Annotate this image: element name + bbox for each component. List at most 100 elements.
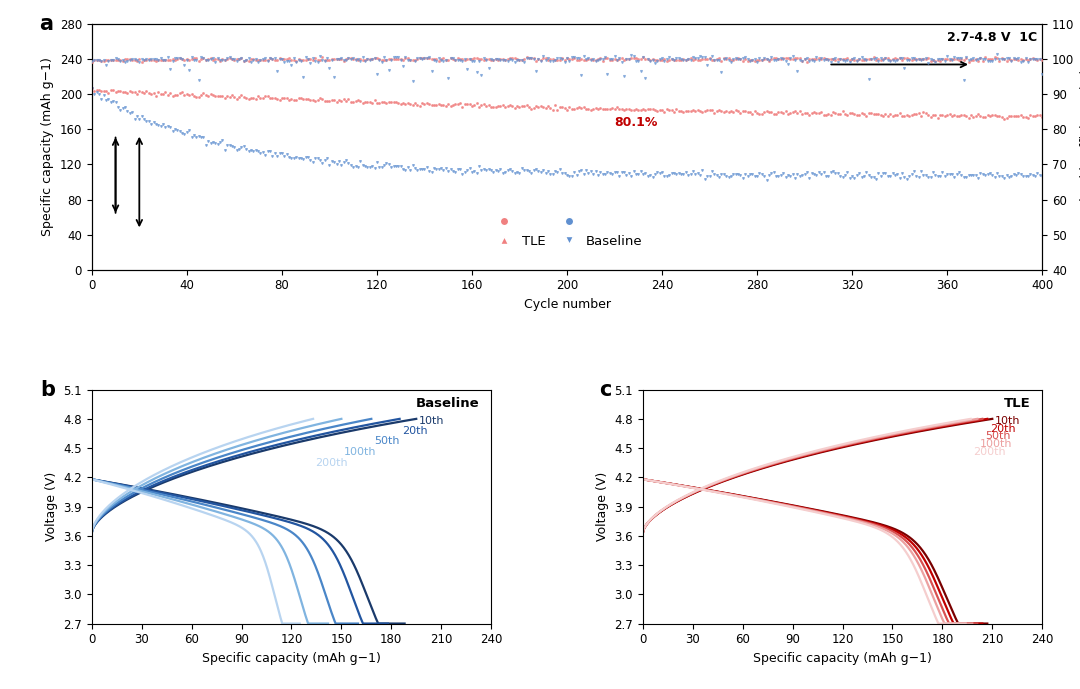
Point [150,55,167,66]
Point [642,56,659,67]
Point [278,56,295,67]
Point [889,54,906,65]
Point [936,170,954,181]
Point [471,161,488,172]
Point [162,54,179,65]
Point [147,55,164,66]
Point [442,101,459,112]
Point [901,110,918,121]
Point [370,54,388,65]
Point [384,52,402,63]
Point [634,169,651,180]
Point [451,98,469,109]
Point [734,56,752,67]
Point [737,52,754,63]
Point [744,109,761,120]
Point [717,105,734,116]
Point [245,54,262,65]
Point [428,164,445,175]
Point [883,110,901,121]
Point [670,167,687,178]
Point [226,141,243,152]
Point [794,56,811,67]
Point [596,168,613,179]
Point [929,53,946,64]
Point [356,54,374,65]
Point [554,53,571,64]
Point [934,110,951,121]
Point [145,88,162,99]
Point [257,54,274,65]
Point [756,54,773,65]
Point [537,103,554,114]
Point [373,162,390,173]
Point [768,170,785,181]
Point [941,109,958,120]
Point [575,54,592,65]
Point [723,171,740,182]
Point [836,169,853,181]
Point [982,54,999,65]
Point [465,99,483,110]
Point [194,53,212,64]
Point [608,54,625,65]
Point [370,54,388,65]
Point [616,105,633,116]
Point [758,175,775,186]
Point [194,52,212,63]
Point [356,56,374,67]
Point [881,54,899,65]
Point [732,54,750,65]
Point [174,87,191,98]
Point [414,53,431,64]
Point [388,54,405,65]
Point [356,96,374,107]
Point [899,53,916,64]
Point [751,54,768,65]
Point [242,144,259,155]
Point [305,52,322,63]
Point [261,52,279,63]
Point [943,169,960,180]
Point [590,53,607,64]
Point [592,54,609,65]
Point [103,55,120,66]
Point [792,52,809,63]
Point [679,53,697,64]
Point [485,54,502,65]
Point [214,91,231,102]
Point [143,89,160,100]
Point [846,108,863,119]
Point [295,72,312,83]
Point [843,107,861,119]
Point [554,53,571,64]
Point [610,104,627,115]
Point [192,53,210,64]
Point [269,65,286,76]
Point [953,169,970,181]
Point [946,52,963,63]
Point [275,92,293,103]
Point [642,169,659,181]
Point [998,112,1015,123]
Point [815,55,833,66]
Point [521,166,538,177]
X-axis label: Specific capacity (mAh g−1): Specific capacity (mAh g−1) [202,652,381,665]
Point [893,54,910,65]
Point [447,54,464,65]
Point [349,95,366,106]
Point [563,104,580,115]
Point [1005,54,1023,65]
Point [188,54,205,65]
Point [994,112,1011,123]
Point [863,54,880,65]
Point [762,52,780,63]
Point [366,52,383,63]
Point [287,55,305,66]
Point [361,54,378,65]
Point [408,54,426,65]
Point [922,172,940,183]
Point [958,172,975,183]
Point [558,52,576,63]
Point [843,53,861,64]
